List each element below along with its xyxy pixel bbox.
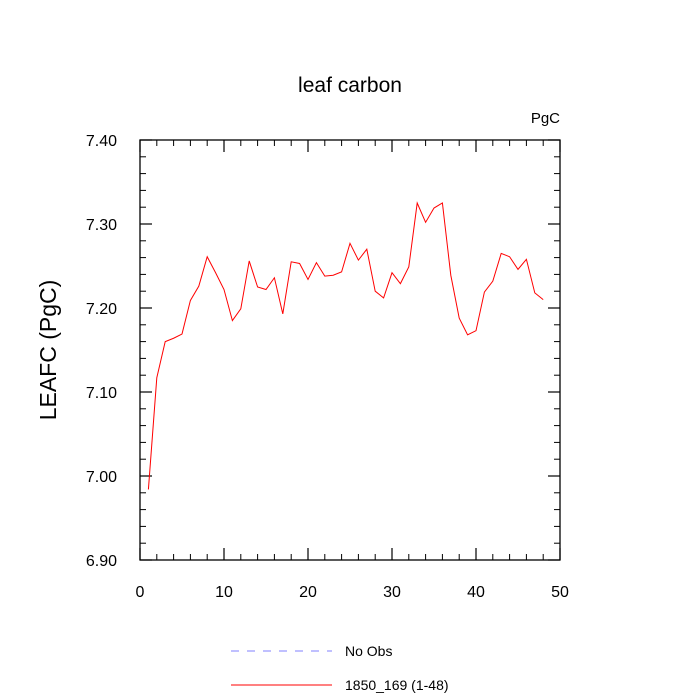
y-tick-label: 7.40 [86,133,117,150]
axis-ticks: 0 10 20 30 40 50 6.90 7.00 7.10 7.20 7.30 7.40 [86,133,569,601]
legend: No Obs 1850_169 (1-48) [231,643,449,693]
x-tick-label: 30 [383,584,401,601]
chart-title: leaf carbon [298,74,402,97]
y-tick-label: 7.00 [86,469,117,486]
x-tick-label: 10 [215,584,233,601]
x-tick-label: 0 [136,584,145,601]
series-line-1 [147,201,544,490]
plot-frame [139,139,561,561]
y-tick-label: 7.30 [86,217,117,234]
x-tick-label: 40 [467,584,485,601]
series-layer [147,201,544,490]
units-label: PgC [531,110,560,127]
legend-label-1: 1850_169 (1-48) [345,677,449,693]
y-tick-label: 7.10 [86,385,117,402]
y-axis-label: LEAFC (PgC) [35,280,61,421]
legend-label-0: No Obs [345,643,392,659]
x-tick-label: 50 [551,584,569,601]
y-tick-label: 7.20 [86,301,117,318]
y-tick-label: 6.90 [86,553,117,570]
x-tick-label: 20 [299,584,317,601]
